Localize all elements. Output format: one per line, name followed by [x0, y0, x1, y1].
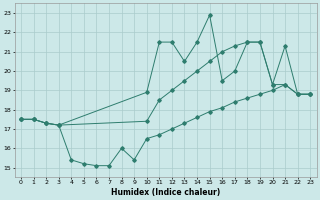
X-axis label: Humidex (Indice chaleur): Humidex (Indice chaleur)	[111, 188, 220, 197]
